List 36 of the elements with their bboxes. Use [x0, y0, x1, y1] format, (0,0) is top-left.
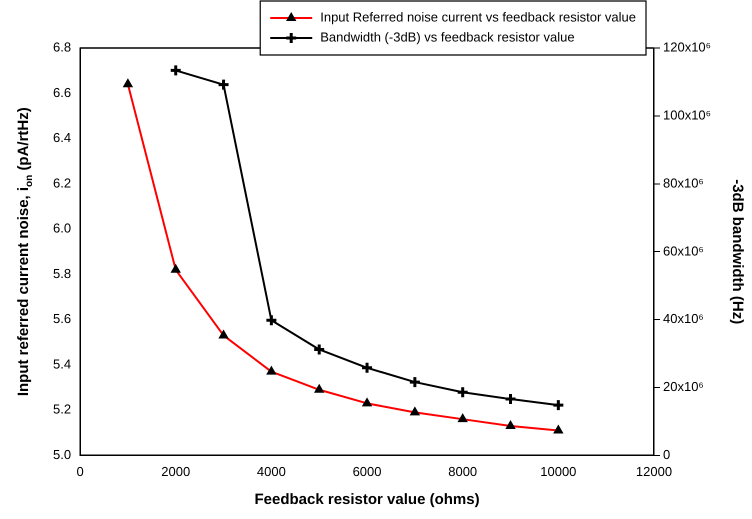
point [312, 342, 326, 356]
x-tick-label: 4000 [256, 464, 286, 479]
y2-tick-label: 0 [663, 446, 670, 462]
y2-tick-label: 60x10⁶ [663, 243, 704, 258]
point [217, 78, 230, 92]
y-tick-label: 5.0 [52, 446, 72, 462]
legend-label: Input Referred noise current vs feedback resistor value [320, 10, 636, 25]
point [456, 386, 470, 399]
point [264, 314, 278, 327]
y-tick-label: 6.6 [52, 84, 72, 100]
y-tick-label: 5.8 [52, 266, 72, 281]
y2-tick-label: 40x10⁶ [663, 311, 704, 326]
x-tick-label: 2000 [161, 464, 190, 479]
y2-axis-title: -3dB bandwidth (Hz) [728, 179, 746, 324]
y2-tick-label: 20x10⁶ [663, 379, 704, 394]
y-tick-label: 6.2 [52, 175, 72, 190]
y-tick-label: 6.4 [52, 130, 72, 146]
point [360, 361, 374, 374]
x-tick-label: 8000 [448, 464, 478, 479]
y-tick-label: 5.6 [52, 311, 72, 326]
point [504, 392, 518, 406]
y-tick-label: 6.8 [52, 40, 72, 55]
x-tick-label: 10000 [540, 464, 576, 479]
x-tick-label: 0 [76, 464, 84, 479]
point [408, 376, 422, 389]
y2-tick-label: 80x10⁶ [663, 175, 704, 190]
x-axis-title: Feedback resistor value (ohms) [254, 491, 480, 508]
y-tick-label: 5.2 [52, 402, 72, 417]
x-tick-label: 6000 [352, 464, 382, 479]
y-axis-title: Input referred current noise, ion (pA/rtHz) [15, 107, 35, 396]
y2-tick-label: 100x10⁶ [663, 107, 712, 122]
y2-tick-label: 120x10⁶ [663, 40, 712, 55]
y-tick-label: 6.0 [52, 220, 72, 236]
x-tick-label: 12000 [636, 464, 672, 479]
y-tick-label: 5.4 [52, 356, 72, 372]
legend-label: Bandwidth (-3dB) vs feedback resistor value [320, 30, 575, 45]
